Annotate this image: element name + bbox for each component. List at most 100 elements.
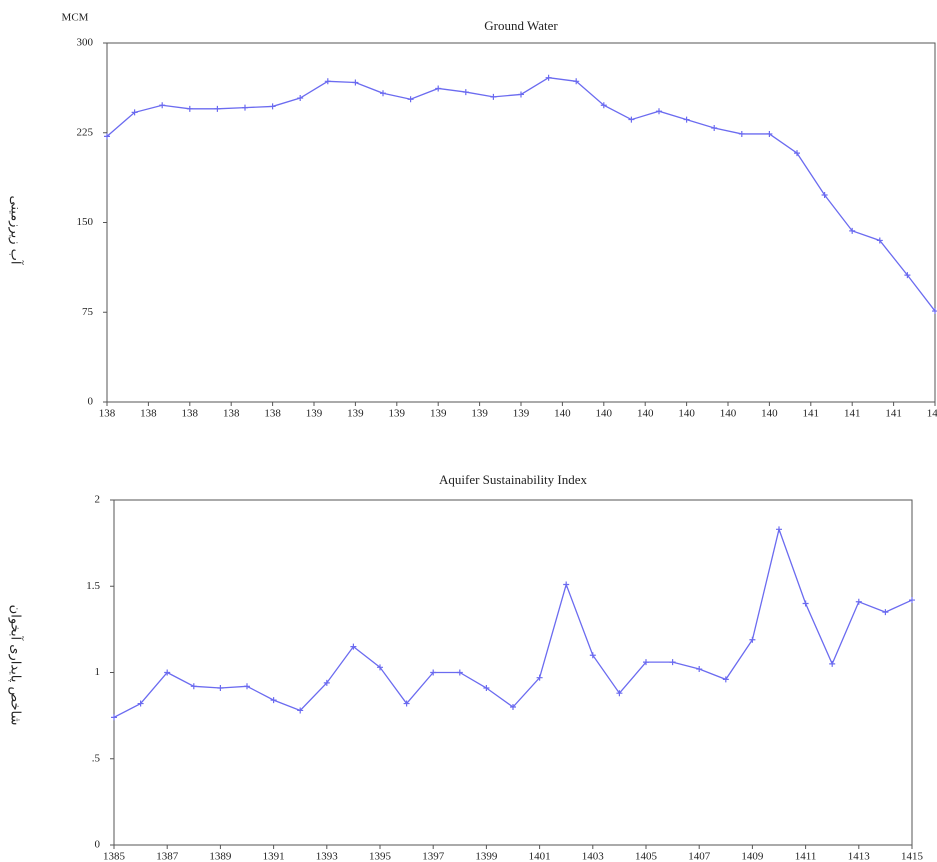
data-point — [696, 666, 703, 673]
data-point — [380, 90, 386, 97]
series-line — [106, 77, 936, 312]
data-point — [876, 237, 883, 244]
data-point — [297, 707, 304, 714]
data-point — [766, 130, 773, 137]
x-tick-label: 1411 — [795, 851, 817, 862]
data-point — [407, 96, 414, 103]
unit-label: MCM — [62, 12, 89, 24]
data-point — [829, 660, 836, 667]
data-point — [776, 526, 782, 533]
data-point — [217, 685, 224, 692]
data-point — [186, 105, 193, 112]
x-tick-label: 1393 — [316, 851, 339, 862]
x-tick-label: 141 — [885, 408, 902, 420]
x-tick-label: 141 — [844, 408, 861, 420]
data-point — [131, 109, 138, 116]
data-point — [628, 116, 635, 123]
x-tick-label: 1399 — [475, 851, 498, 862]
x-tick-label: 139 — [430, 408, 447, 420]
y-tick-label: 225 — [77, 126, 94, 138]
x-tick-label: 140 — [761, 408, 778, 420]
y-tick-label: 0 — [88, 396, 94, 408]
data-point — [297, 95, 304, 102]
chart-title: Aquifer Sustainability Index — [439, 472, 588, 487]
y-tick-label: 1.5 — [86, 580, 100, 592]
data-point — [269, 103, 276, 110]
data-point — [749, 636, 756, 643]
x-tick-label: 139 — [513, 408, 530, 420]
x-tick-label: 1397 — [422, 851, 445, 862]
data-point — [350, 643, 357, 650]
y-tick-label: .5 — [92, 752, 101, 764]
x-tick-label: 1407 — [688, 851, 711, 862]
x-tick-label: 1391 — [263, 851, 285, 862]
data-point — [518, 91, 524, 98]
x-tick-label: 1387 — [156, 851, 179, 862]
x-tick-label: 1413 — [848, 851, 871, 862]
x-tick-label: 138 — [99, 408, 116, 420]
data-point — [932, 308, 937, 315]
data-point — [164, 669, 171, 676]
x-tick-label: 1415 — [901, 851, 924, 862]
chart-title: Ground Water — [484, 18, 558, 33]
data-point — [904, 272, 911, 279]
y-tick-label: 300 — [77, 37, 94, 49]
data-point — [510, 704, 516, 710]
data-point — [270, 697, 277, 704]
y-axis-label: آب زیرزمینی — [8, 196, 25, 266]
x-tick-label: 140 — [720, 408, 737, 420]
data-point — [849, 227, 856, 234]
data-point — [656, 108, 662, 115]
x-tick-label: 1395 — [369, 851, 392, 862]
data-point — [430, 669, 437, 676]
data-point — [214, 105, 221, 112]
x-tick-label: 138 — [264, 408, 281, 420]
data-point — [104, 133, 110, 140]
y-tick-label: 150 — [77, 216, 94, 228]
x-tick-label: 1401 — [529, 851, 551, 862]
data-point — [711, 124, 718, 131]
x-tick-label: 138 — [223, 408, 240, 420]
y-axis-label: شاخص پایداری آبخوان — [8, 605, 25, 726]
data-point — [802, 600, 809, 607]
y-tick-label: 2 — [95, 494, 101, 506]
data-point — [821, 191, 828, 198]
x-tick-label: 138 — [182, 408, 199, 420]
x-tick-label: 138 — [140, 408, 157, 420]
data-point — [616, 690, 623, 697]
data-point — [600, 102, 607, 109]
x-tick-label: 139 — [471, 408, 488, 420]
data-point — [435, 85, 442, 92]
data-point — [377, 664, 383, 671]
data-point — [545, 74, 552, 81]
x-tick-label: 1405 — [635, 851, 658, 862]
data-point — [137, 700, 144, 707]
data-point — [794, 150, 800, 157]
x-tick-label: 140 — [678, 408, 695, 420]
data-point — [462, 89, 469, 96]
data-point — [573, 78, 580, 85]
data-point — [722, 676, 729, 683]
data-point — [403, 700, 410, 707]
x-tick-label: 1389 — [209, 851, 232, 862]
data-point — [111, 714, 117, 721]
data-point — [490, 93, 497, 100]
data-point — [909, 597, 915, 604]
data-point — [456, 669, 463, 676]
data-point — [242, 104, 248, 111]
data-point — [563, 581, 570, 588]
x-tick-label: 141 — [803, 408, 820, 420]
data-point — [190, 683, 197, 690]
x-tick-label: 141 — [927, 408, 937, 420]
data-point — [683, 116, 690, 123]
x-tick-label: 139 — [347, 408, 364, 420]
x-tick-label: 139 — [389, 408, 406, 420]
data-point — [669, 659, 676, 666]
data-point — [589, 652, 596, 659]
y-tick-label: 1 — [95, 666, 101, 678]
data-point — [324, 78, 331, 85]
data-point — [536, 674, 543, 681]
series-line — [113, 527, 913, 718]
x-tick-label: 1385 — [103, 851, 126, 862]
